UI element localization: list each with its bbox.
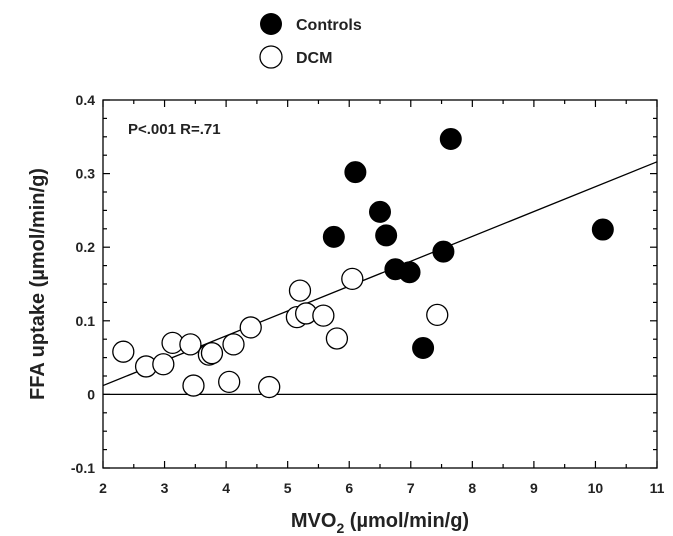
x-tick-label: 2 (99, 480, 107, 496)
plot-frame (102, 99, 658, 469)
point-dcm (182, 374, 205, 397)
x-tick-label: 9 (530, 480, 538, 496)
point-dcm (152, 353, 175, 376)
x-tick-label: 3 (161, 480, 169, 496)
legend-marker-controls (260, 13, 282, 35)
legend-label-dcm: DCM (296, 50, 332, 67)
x-tick-label: 5 (284, 480, 292, 496)
axis-ticks: 2 3 4 5 6 7 8 9 10 11 -0.1 0 0.1 0.2 0.3 0.4 (71, 92, 665, 496)
point-controls (432, 240, 455, 263)
point-dcm (426, 303, 449, 327)
stats-annotation: P<.001 R=.71 (128, 121, 221, 138)
point-controls (439, 128, 462, 151)
point-controls (591, 218, 614, 241)
point-controls (375, 224, 398, 247)
point-dcm (179, 333, 202, 356)
point-dcm (325, 327, 349, 350)
y-axis-label: FFA uptake (µmol/min/g) (27, 168, 49, 400)
x-tick-label: 4 (222, 480, 230, 496)
y-tick-label: 0 (87, 386, 95, 402)
point-dcm (218, 370, 241, 394)
x-tick-label: 8 (468, 480, 476, 496)
x-tick-label: 11 (650, 480, 665, 496)
point-dcm (239, 316, 262, 339)
y-tick-label: 0.3 (76, 166, 96, 182)
x-axis-label: MVO2 (µmol/min/g) (291, 510, 469, 536)
point-dcm (112, 340, 135, 363)
point-controls (344, 161, 367, 184)
y-tick-label: 0.1 (76, 313, 96, 329)
y-tick-label: 0.4 (76, 92, 96, 108)
x-axis-label-units: (µmol/min/g) (344, 510, 469, 532)
data-points (112, 128, 614, 399)
legend-marker-dcm (259, 45, 283, 69)
point-dcm (200, 342, 224, 365)
legend: Controls DCM (259, 13, 362, 69)
point-dcm (222, 333, 245, 356)
point-dcm (288, 279, 312, 302)
x-tick-label: 10 (588, 480, 604, 496)
point-dcm (341, 267, 364, 290)
x-axis-label-subscript: 2 (336, 520, 344, 536)
point-controls (369, 200, 391, 223)
x-axis-label-main: MVO (291, 510, 337, 532)
y-tick-label: -0.1 (71, 460, 95, 476)
point-controls (398, 261, 421, 284)
legend-label-controls: Controls (296, 17, 362, 34)
x-tick-label: 6 (345, 480, 353, 496)
x-tick-label: 7 (407, 480, 415, 496)
point-controls (322, 225, 345, 248)
point-dcm (258, 375, 281, 399)
y-tick-label: 0.2 (76, 239, 96, 255)
point-dcm (312, 304, 335, 327)
point-controls (412, 337, 435, 360)
